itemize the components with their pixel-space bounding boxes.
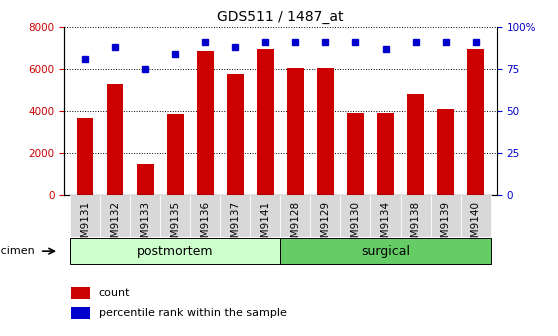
Bar <box>468 49 484 195</box>
Bar <box>137 164 153 195</box>
Text: surgical: surgical <box>361 245 410 258</box>
Bar <box>107 84 123 195</box>
Text: GSM9128: GSM9128 <box>290 201 300 251</box>
Bar <box>71 287 90 299</box>
Bar <box>407 94 424 195</box>
Bar <box>160 195 190 237</box>
Title: GDS511 / 1487_at: GDS511 / 1487_at <box>217 10 344 25</box>
Bar <box>437 109 454 195</box>
Bar <box>347 113 364 195</box>
Bar <box>401 195 431 237</box>
Bar <box>251 195 280 237</box>
Bar <box>71 307 90 319</box>
Bar <box>220 195 251 237</box>
Text: GSM9141: GSM9141 <box>261 201 271 251</box>
Text: specimen: specimen <box>0 246 35 256</box>
Bar <box>70 195 100 237</box>
Bar <box>257 49 273 195</box>
Text: postmortem: postmortem <box>137 245 214 258</box>
Text: GSM9132: GSM9132 <box>110 201 120 251</box>
Text: GSM9133: GSM9133 <box>140 201 150 251</box>
Text: GSM9131: GSM9131 <box>80 201 90 251</box>
Text: count: count <box>99 288 130 298</box>
Bar <box>287 68 304 195</box>
Text: GSM9138: GSM9138 <box>411 201 421 251</box>
Bar <box>190 195 220 237</box>
Bar <box>280 195 310 237</box>
Text: GSM9136: GSM9136 <box>200 201 210 251</box>
Bar <box>310 195 340 237</box>
Bar <box>167 114 184 195</box>
Text: GSM9130: GSM9130 <box>350 201 360 251</box>
Bar <box>77 118 93 195</box>
Text: GSM9137: GSM9137 <box>230 201 240 251</box>
Text: percentile rank within the sample: percentile rank within the sample <box>99 308 287 318</box>
Text: GSM9135: GSM9135 <box>170 201 180 251</box>
Bar <box>70 238 280 264</box>
Text: GSM9139: GSM9139 <box>441 201 450 251</box>
Bar <box>317 69 334 195</box>
Text: GSM9140: GSM9140 <box>470 201 480 251</box>
Bar <box>130 195 160 237</box>
Text: GSM9134: GSM9134 <box>381 201 391 251</box>
Bar <box>100 195 130 237</box>
Bar <box>280 238 490 264</box>
Bar <box>227 74 244 195</box>
Bar <box>371 195 401 237</box>
Text: GSM9129: GSM9129 <box>320 201 330 251</box>
Bar <box>197 51 214 195</box>
Bar <box>377 113 394 195</box>
Bar <box>460 195 490 237</box>
Bar <box>340 195 371 237</box>
Bar <box>431 195 460 237</box>
